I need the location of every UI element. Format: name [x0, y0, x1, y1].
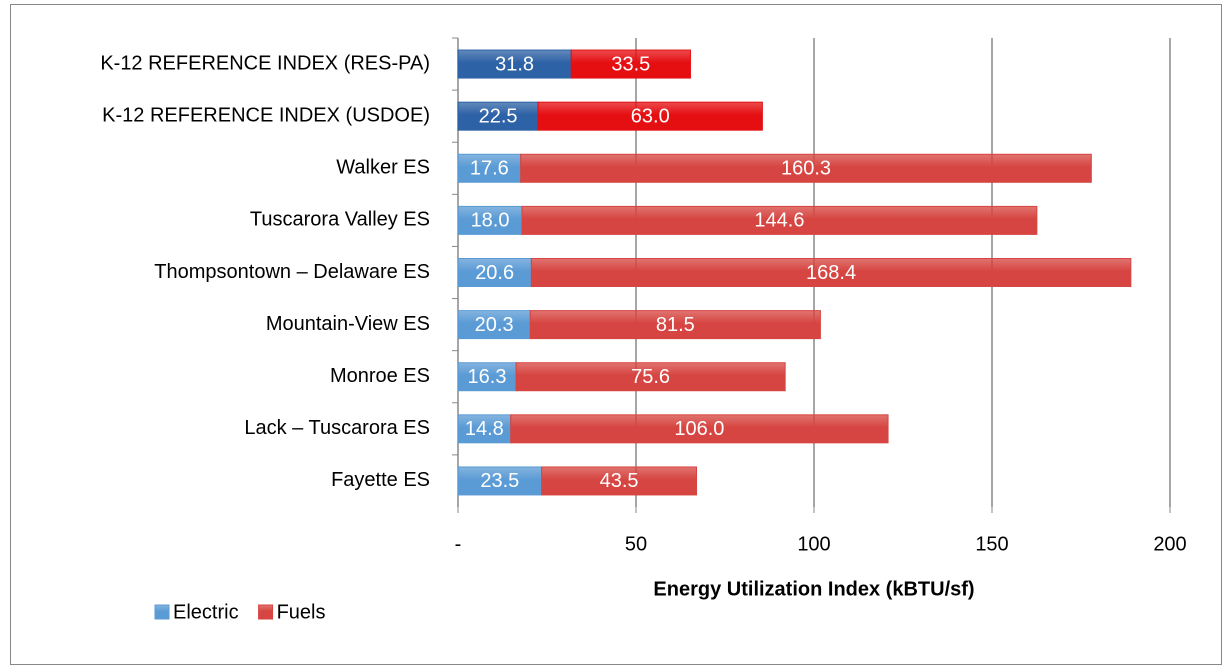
bar-segment — [521, 205, 1038, 235]
x-axis-title: Energy Utilization Index (kBTU/sf) — [653, 578, 974, 600]
data-label: 75.6 — [631, 366, 670, 388]
bar-segment — [529, 310, 821, 340]
data-label: 168.4 — [806, 262, 856, 284]
data-label: 16.3 — [468, 366, 507, 388]
y-tick-label: Lack – Tuscarora ES — [244, 417, 430, 439]
legend-swatch — [154, 604, 170, 620]
bar-segment — [510, 414, 889, 444]
x-tick-label: 50 — [625, 533, 647, 555]
data-label: 43.5 — [600, 470, 639, 492]
bar-segment — [530, 258, 1132, 287]
bar-segment — [457, 414, 512, 444]
data-label: 23.5 — [480, 470, 519, 492]
x-tick-label: 150 — [975, 533, 1008, 555]
data-label: 20.3 — [475, 314, 514, 336]
bar-segment — [457, 205, 523, 235]
x-tick-label: 200 — [1153, 533, 1186, 555]
y-tick-label: Mountain-View ES — [266, 313, 430, 335]
y-tick-label: Walker ES — [336, 157, 430, 179]
y-tick-label: Thompsontown – Delaware ES — [154, 261, 430, 283]
bar-segment — [457, 49, 572, 79]
y-tick-label: Tuscarora Valley ES — [250, 209, 430, 231]
legend-label: Fuels — [277, 601, 326, 623]
y-tick-label: Fayette ES — [331, 469, 430, 491]
bar-segment — [457, 310, 531, 340]
x-tick-label: 100 — [797, 533, 830, 555]
data-label: 22.5 — [479, 105, 518, 127]
data-label: 33.5 — [611, 53, 650, 75]
legend-label: Electric — [173, 601, 239, 623]
y-tick-label: Monroe ES — [330, 365, 430, 387]
bar-segment — [515, 362, 786, 392]
x-tick-label: - — [455, 533, 462, 555]
y-tick-label: K-12 REFERENCE INDEX (USDOE) — [102, 104, 430, 126]
data-label: 31.8 — [495, 53, 534, 75]
bar-segment — [570, 49, 691, 79]
data-label: 106.0 — [674, 418, 724, 440]
data-label: 81.5 — [656, 314, 695, 336]
bar-segment — [457, 153, 522, 183]
data-label: 20.6 — [475, 262, 514, 284]
data-label: 17.6 — [470, 158, 509, 180]
data-label: 144.6 — [754, 210, 804, 232]
data-label: 63.0 — [631, 105, 670, 127]
data-label: 14.8 — [465, 418, 504, 440]
bar-segment — [520, 153, 1092, 183]
data-label: 18.0 — [471, 210, 510, 232]
data-label: 160.3 — [781, 158, 831, 180]
bar-segment — [541, 466, 698, 496]
legend-swatch — [258, 604, 274, 620]
bar-segment — [457, 101, 539, 131]
y-tick-label: K-12 REFERENCE INDEX (RES-PA) — [100, 52, 430, 74]
bar-segment — [537, 101, 763, 131]
